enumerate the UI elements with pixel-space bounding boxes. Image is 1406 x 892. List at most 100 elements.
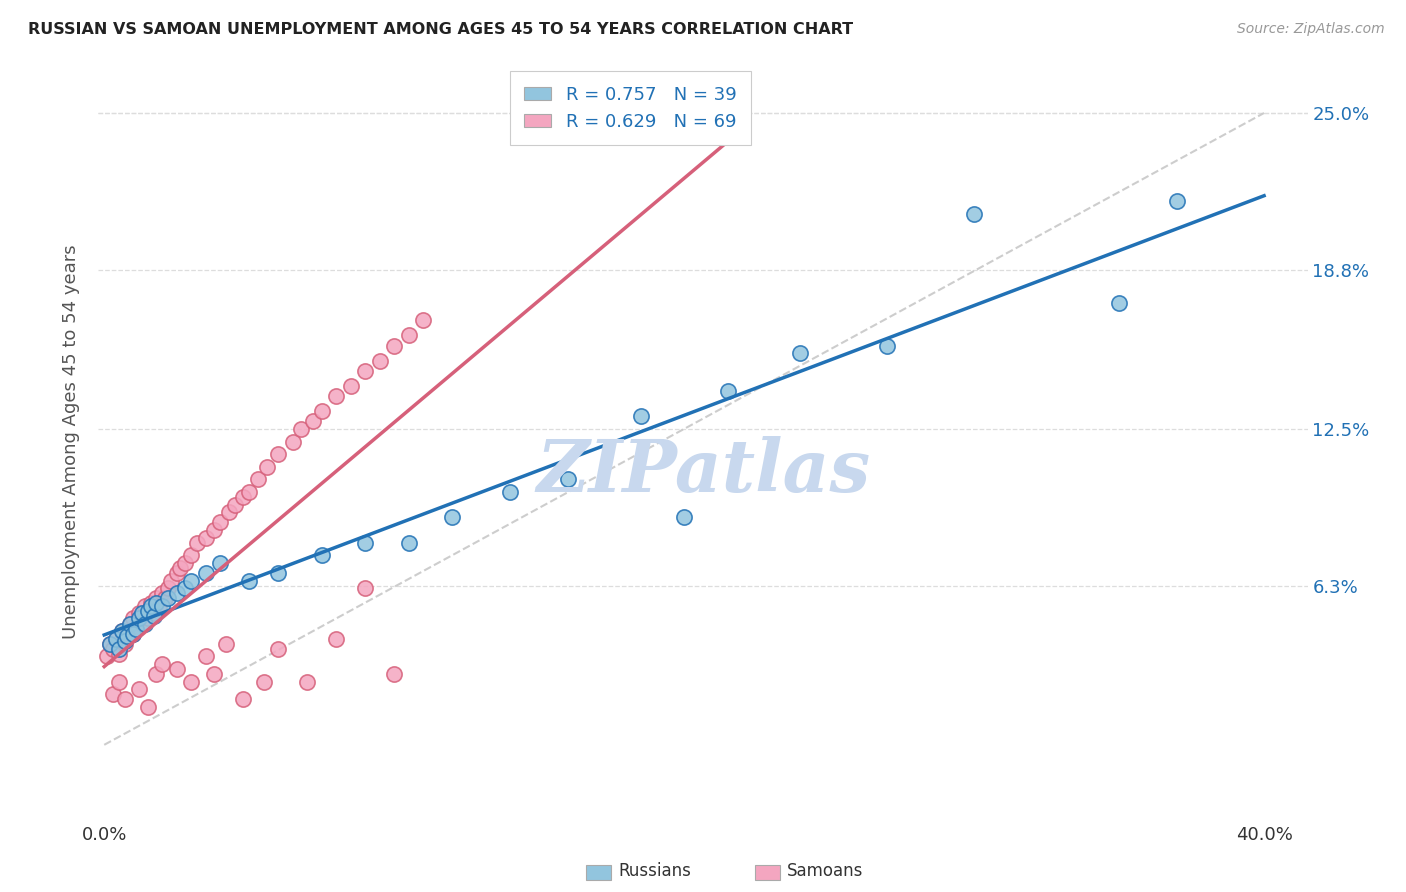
Point	[150, 586, 173, 600]
Point	[145, 667, 167, 681]
Point	[1108, 295, 1130, 310]
Point	[789, 346, 811, 360]
Point	[110, 624, 132, 639]
Text: Russians: Russians	[619, 863, 692, 880]
Point	[107, 647, 129, 661]
Point	[382, 338, 405, 352]
Point	[101, 641, 124, 656]
Point	[218, 505, 240, 519]
Point	[311, 404, 333, 418]
Point	[202, 523, 225, 537]
Point	[131, 616, 153, 631]
Point	[156, 581, 179, 595]
Point	[1166, 194, 1188, 209]
Point	[186, 535, 208, 549]
Point	[499, 485, 522, 500]
Point	[281, 434, 304, 449]
Point	[136, 604, 159, 618]
Point	[166, 586, 188, 600]
Point	[354, 535, 377, 549]
Point	[232, 692, 254, 706]
Point	[267, 447, 290, 461]
Point	[145, 596, 167, 610]
Point	[114, 634, 136, 648]
Point	[256, 459, 278, 474]
Point	[139, 596, 162, 610]
Point	[246, 473, 269, 487]
Text: ZIPatlas: ZIPatlas	[536, 436, 870, 508]
Text: RUSSIAN VS SAMOAN UNEMPLOYMENT AMONG AGES 45 TO 54 YEARS CORRELATION CHART: RUSSIAN VS SAMOAN UNEMPLOYMENT AMONG AGE…	[28, 22, 853, 37]
Point	[180, 548, 202, 563]
Point	[101, 687, 124, 701]
Point	[412, 313, 434, 327]
Point	[354, 581, 377, 595]
Point	[717, 384, 740, 398]
Point	[354, 364, 377, 378]
Point	[131, 607, 153, 621]
Point	[122, 626, 145, 640]
Point	[311, 548, 333, 563]
Point	[114, 692, 136, 706]
Point	[876, 338, 898, 352]
Point	[290, 422, 312, 436]
Point	[238, 574, 260, 588]
Point	[630, 409, 652, 424]
Point	[136, 611, 159, 625]
Point	[120, 616, 142, 631]
Point	[232, 490, 254, 504]
Point	[169, 561, 191, 575]
Point	[117, 629, 139, 643]
Point	[557, 473, 579, 487]
Point	[153, 591, 176, 606]
Point	[325, 389, 347, 403]
Point	[398, 535, 420, 549]
Point	[238, 485, 260, 500]
Point	[325, 632, 347, 646]
Point	[134, 616, 156, 631]
Point	[194, 531, 217, 545]
Point	[125, 622, 148, 636]
Point	[122, 611, 145, 625]
Point	[202, 667, 225, 681]
Point	[295, 674, 318, 689]
Point	[174, 581, 197, 595]
Point	[148, 601, 170, 615]
Point	[134, 599, 156, 613]
Point	[174, 556, 197, 570]
Point	[194, 649, 217, 664]
Point	[150, 599, 173, 613]
Y-axis label: Unemployment Among Ages 45 to 54 years: Unemployment Among Ages 45 to 54 years	[62, 244, 80, 639]
Text: Samoans: Samoans	[787, 863, 863, 880]
Point	[96, 649, 118, 664]
Point	[156, 591, 179, 606]
Point	[963, 207, 986, 221]
Point	[180, 574, 202, 588]
Point	[267, 641, 290, 656]
Point	[110, 624, 132, 639]
Point	[302, 414, 325, 428]
Point	[180, 674, 202, 689]
Point	[107, 674, 129, 689]
Point	[224, 498, 246, 512]
Point	[194, 566, 217, 580]
Point	[104, 632, 127, 646]
Point	[215, 637, 238, 651]
Point	[114, 637, 136, 651]
Point	[122, 626, 145, 640]
Point	[441, 510, 464, 524]
Legend: R = 0.757   N = 39, R = 0.629   N = 69: R = 0.757 N = 39, R = 0.629 N = 69	[510, 71, 751, 145]
Point	[267, 566, 290, 580]
Point	[128, 682, 150, 697]
Point	[368, 353, 391, 368]
Point	[398, 328, 420, 343]
Point	[125, 622, 148, 636]
Point	[673, 510, 696, 524]
Point	[150, 657, 173, 671]
Point	[142, 609, 165, 624]
Point	[166, 566, 188, 580]
Point	[117, 629, 139, 643]
Point	[160, 574, 183, 588]
Point	[253, 674, 276, 689]
Point	[120, 616, 142, 631]
Point	[104, 632, 127, 646]
